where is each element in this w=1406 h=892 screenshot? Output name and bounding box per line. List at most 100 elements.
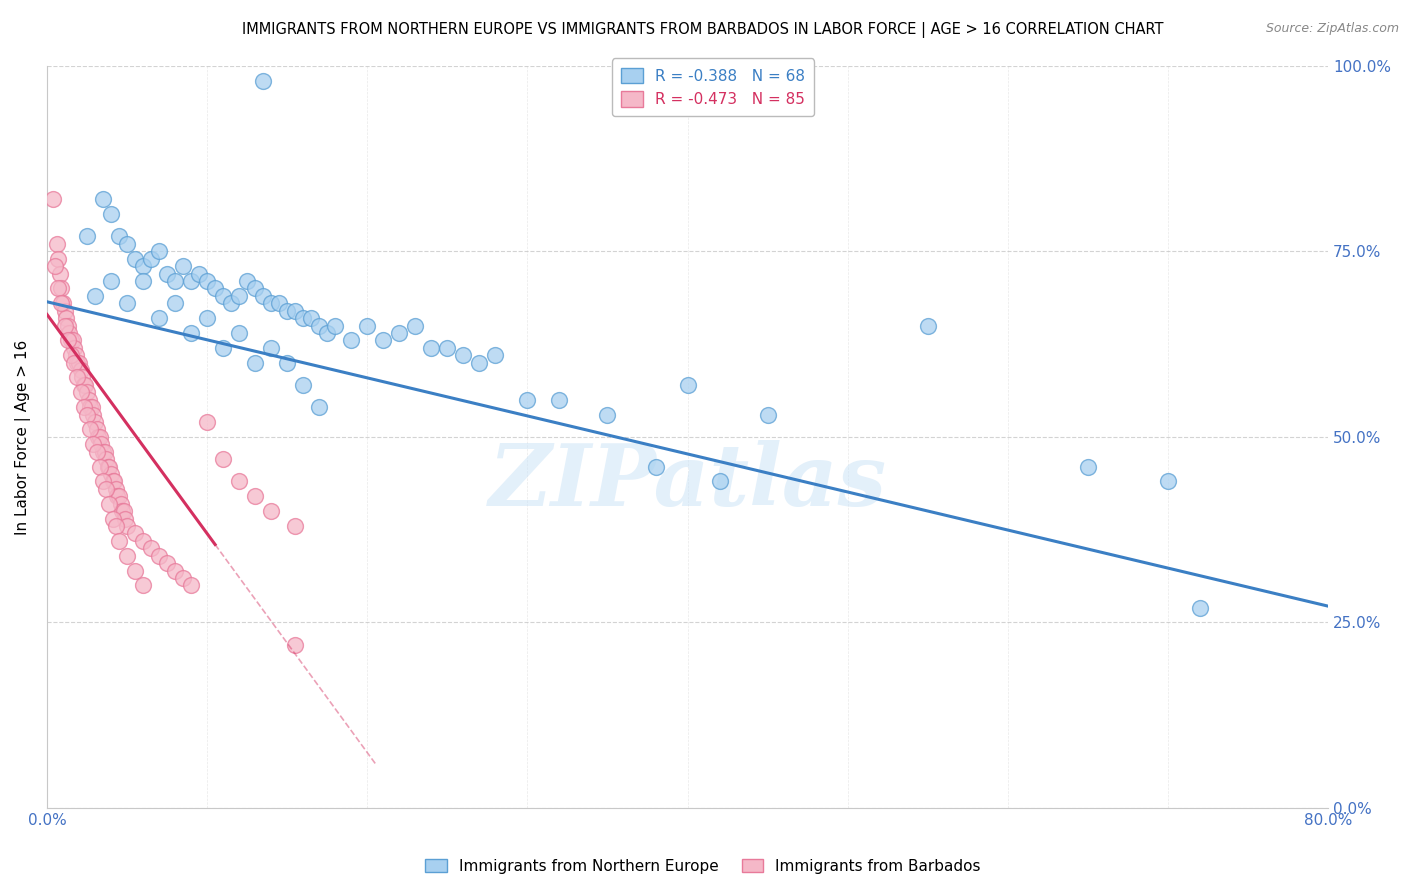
Point	[53, 303, 76, 318]
Point	[260, 341, 283, 355]
Point	[52, 296, 75, 310]
Point	[115, 296, 138, 310]
Point	[51, 281, 73, 295]
Point	[108, 533, 131, 548]
Point	[70, 370, 93, 384]
Point	[101, 511, 124, 525]
Point	[195, 311, 218, 326]
Point	[100, 467, 122, 481]
Point	[212, 289, 235, 303]
Point	[180, 326, 202, 340]
Point	[46, 281, 69, 295]
Point	[49, 267, 72, 281]
Point	[148, 244, 170, 259]
Point	[69, 385, 91, 400]
Point	[56, 318, 79, 333]
Text: ZIPatlas: ZIPatlas	[488, 440, 887, 524]
Point	[204, 281, 226, 295]
Point	[260, 504, 283, 518]
Point	[124, 526, 146, 541]
Point	[156, 556, 179, 570]
Point	[96, 482, 118, 496]
Point	[139, 252, 162, 266]
Point	[172, 571, 194, 585]
Point	[180, 274, 202, 288]
Point	[516, 392, 538, 407]
Point	[104, 482, 127, 496]
Point	[644, 459, 666, 474]
Point	[93, 444, 115, 458]
Point	[148, 549, 170, 563]
Point	[132, 259, 155, 273]
Point	[86, 422, 108, 436]
Point	[75, 378, 97, 392]
Point	[195, 415, 218, 429]
Point	[98, 497, 121, 511]
Point	[132, 578, 155, 592]
Point	[356, 318, 378, 333]
Point	[45, 236, 67, 251]
Point	[103, 475, 125, 489]
Point	[79, 422, 101, 436]
Point	[236, 274, 259, 288]
Point	[55, 311, 77, 326]
Point	[243, 281, 266, 295]
Point	[84, 289, 107, 303]
Point	[484, 348, 506, 362]
Point	[65, 348, 87, 362]
Point	[82, 408, 104, 422]
Point	[228, 289, 250, 303]
Point	[112, 504, 135, 518]
Point	[51, 296, 73, 310]
Point	[172, 259, 194, 273]
Point	[292, 311, 315, 326]
Point	[756, 408, 779, 422]
Point	[108, 489, 131, 503]
Point	[96, 452, 118, 467]
Point	[260, 296, 283, 310]
Point	[101, 475, 124, 489]
Point	[62, 334, 84, 348]
Point	[80, 400, 103, 414]
Point	[308, 400, 330, 414]
Point	[1077, 459, 1099, 474]
Point	[709, 475, 731, 489]
Legend: R = -0.388   N = 68, R = -0.473   N = 85: R = -0.388 N = 68, R = -0.473 N = 85	[612, 59, 814, 117]
Point	[188, 267, 211, 281]
Point	[212, 452, 235, 467]
Point	[46, 252, 69, 266]
Point	[73, 378, 96, 392]
Point	[77, 392, 100, 407]
Point	[97, 459, 120, 474]
Point	[269, 296, 291, 310]
Point	[79, 400, 101, 414]
Point	[292, 378, 315, 392]
Point	[132, 274, 155, 288]
Point	[165, 274, 187, 288]
Point	[156, 267, 179, 281]
Point	[63, 356, 86, 370]
Point	[323, 318, 346, 333]
Point	[284, 638, 307, 652]
Text: IMMIGRANTS FROM NORTHERN EUROPE VS IMMIGRANTS FROM BARBADOS IN LABOR FORCE | AGE: IMMIGRANTS FROM NORTHERN EUROPE VS IMMIG…	[242, 22, 1164, 38]
Legend: Immigrants from Northern Europe, Immigrants from Barbados: Immigrants from Northern Europe, Immigra…	[419, 853, 987, 880]
Point	[228, 326, 250, 340]
Point	[276, 303, 298, 318]
Point	[58, 326, 80, 340]
Point	[373, 334, 395, 348]
Point	[69, 363, 91, 377]
Point	[212, 341, 235, 355]
Point	[104, 519, 127, 533]
Point	[67, 356, 90, 370]
Point	[89, 430, 111, 444]
Point	[63, 341, 86, 355]
Point	[59, 334, 82, 348]
Point	[165, 564, 187, 578]
Point	[107, 489, 129, 503]
Point	[596, 408, 619, 422]
Point	[243, 356, 266, 370]
Point	[453, 348, 475, 362]
Point	[228, 475, 250, 489]
Point	[91, 444, 114, 458]
Point	[132, 533, 155, 548]
